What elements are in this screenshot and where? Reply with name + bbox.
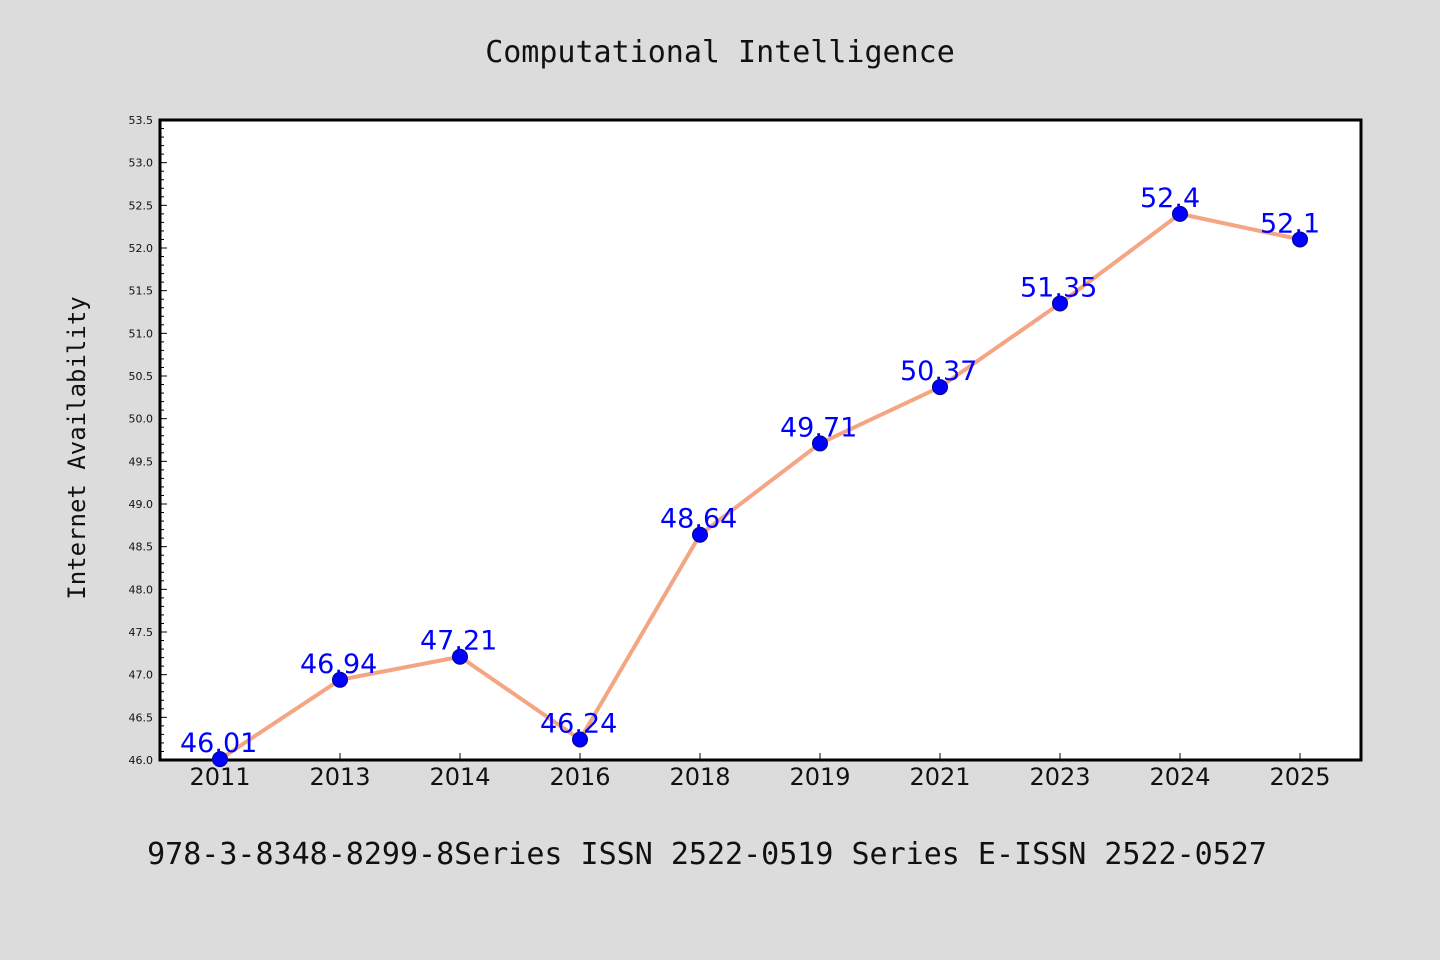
- y-axis-label: Internet Availability: [63, 296, 91, 599]
- y-tick-label: 51.5: [129, 285, 154, 298]
- y-tick-label: 47.0: [129, 669, 154, 682]
- data-label: 49.71: [780, 412, 857, 443]
- y-tick-label: 46.5: [129, 711, 154, 724]
- x-tick-label: 2019: [789, 763, 850, 791]
- x-tick-label: 2025: [1269, 763, 1330, 791]
- x-tick-label: 2013: [309, 763, 370, 791]
- x-axis: 2011 2013 2014 2016 2018 2019 2021 2023 2024 2025: [189, 753, 1331, 791]
- data-label: 52.1: [1260, 208, 1320, 239]
- data-label: 51.35: [1020, 272, 1097, 303]
- series-line: [218, 211, 1301, 761]
- x-tick-label: 2021: [909, 763, 970, 791]
- y-tick-label: 48.0: [129, 583, 154, 596]
- x-tick-label: 2011: [189, 763, 250, 791]
- data-point: [212, 751, 228, 768]
- y-tick-label: 47.5: [129, 626, 154, 639]
- y-axis: 46.0 46.5 47.0 47.5 48.0 48.5 49.0 49.5 50.0 50.5…: [129, 114, 167, 767]
- data-label: 52.4: [1140, 183, 1200, 214]
- y-tick-label: 46.0: [129, 754, 154, 767]
- y-tick-label: 50.5: [129, 370, 154, 383]
- data-point: [1172, 205, 1188, 222]
- y-tick-label: 49.5: [129, 455, 154, 468]
- x-tick-label: 2024: [1149, 763, 1210, 791]
- data-point: [572, 731, 588, 748]
- y-tick-label: 53.5: [129, 114, 154, 127]
- x-tick-label: 2023: [1029, 763, 1090, 791]
- footer-text: 978-3-8348-8299-8Series ISSN 2522-0519 S…: [147, 837, 1267, 872]
- data-point: [452, 648, 468, 665]
- data-point: [1292, 231, 1308, 248]
- y-tick-label: 52.0: [129, 242, 154, 255]
- y-tick-label: 52.5: [129, 199, 154, 212]
- chart-title: Computational Intelligence: [485, 35, 955, 70]
- data-label: 48.64: [660, 504, 737, 535]
- data-point: [332, 671, 348, 688]
- data-labels: 46.01 46.94 47.21 46.24 48.64 49.71 50.37 51.35…: [180, 183, 1320, 759]
- data-label: 47.21: [420, 626, 497, 657]
- y-tick-label: 51.0: [129, 327, 154, 340]
- x-tick-label: 2018: [669, 763, 730, 791]
- y-tick-label: 50.0: [129, 413, 154, 426]
- data-point: [692, 526, 708, 543]
- data-label: 46.94: [300, 649, 377, 680]
- y-tick-label: 48.5: [129, 541, 154, 554]
- x-tick-label: 2014: [429, 763, 490, 791]
- data-point: [932, 379, 948, 396]
- x-tick-label: 2016: [549, 763, 610, 791]
- data-point: [812, 435, 828, 452]
- data-markers: [212, 205, 1308, 768]
- data-label: 50.37: [900, 356, 977, 387]
- data-label: 46.01: [180, 728, 257, 759]
- data-label: 46.24: [540, 709, 617, 740]
- y-tick-label: 49.0: [129, 498, 154, 511]
- series-line-group: [218, 211, 1301, 761]
- y-tick-label: 53.0: [129, 157, 154, 170]
- data-point: [1052, 295, 1068, 312]
